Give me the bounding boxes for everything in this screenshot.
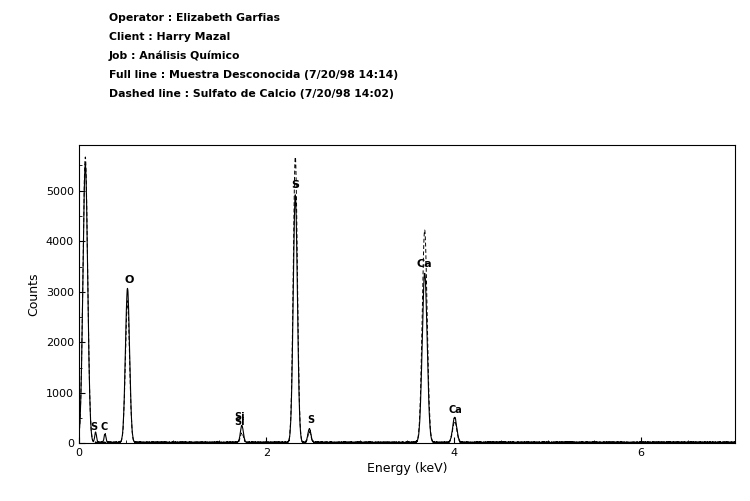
Text: S: S — [291, 180, 299, 190]
Text: Ca: Ca — [448, 405, 463, 415]
Text: C: C — [101, 421, 108, 431]
Text: S: S — [308, 415, 314, 425]
Text: Client : Harry Mazal: Client : Harry Mazal — [109, 32, 230, 42]
Text: S: S — [91, 421, 98, 431]
Text: Operator : Elizabeth Garfias: Operator : Elizabeth Garfias — [109, 13, 280, 23]
Text: Job : Análisis Químico: Job : Análisis Químico — [109, 51, 240, 61]
Text: Dashed line : Sulfato de Calcio (7/20/98 14:02): Dashed line : Sulfato de Calcio (7/20/98… — [109, 89, 394, 99]
Text: Ca: Ca — [417, 259, 433, 269]
Text: O: O — [124, 275, 134, 285]
Text: Si: Si — [235, 412, 245, 422]
Text: Si: Si — [235, 417, 245, 427]
X-axis label: Energy (keV): Energy (keV) — [367, 462, 447, 475]
Y-axis label: Counts: Counts — [27, 273, 40, 316]
Text: Full line : Muestra Desconocida (7/20/98 14:14): Full line : Muestra Desconocida (7/20/98… — [109, 70, 398, 80]
